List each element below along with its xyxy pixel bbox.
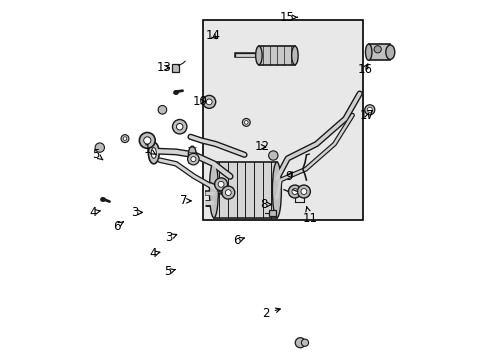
Bar bbox=[203, 20, 363, 220]
Circle shape bbox=[288, 185, 301, 198]
Text: 17: 17 bbox=[359, 109, 374, 122]
Circle shape bbox=[373, 46, 381, 53]
Text: 1: 1 bbox=[143, 143, 156, 156]
Bar bbox=[258, 46, 294, 65]
Text: 6: 6 bbox=[233, 234, 244, 247]
Circle shape bbox=[244, 121, 247, 124]
Text: 6: 6 bbox=[113, 220, 123, 233]
Text: 14: 14 bbox=[205, 29, 220, 42]
Text: 12: 12 bbox=[254, 140, 269, 153]
Circle shape bbox=[203, 95, 215, 108]
Text: 4: 4 bbox=[89, 206, 100, 219]
Text: 5: 5 bbox=[164, 265, 175, 278]
Bar bbox=[213, 162, 276, 218]
Text: 9: 9 bbox=[285, 170, 293, 183]
Circle shape bbox=[187, 153, 199, 165]
Text: 4: 4 bbox=[149, 247, 160, 260]
Text: 3: 3 bbox=[165, 231, 176, 244]
Text: 7: 7 bbox=[179, 194, 191, 207]
Circle shape bbox=[158, 105, 166, 114]
Circle shape bbox=[366, 107, 371, 112]
Circle shape bbox=[291, 189, 297, 194]
Ellipse shape bbox=[365, 44, 371, 60]
Text: 13: 13 bbox=[157, 61, 172, 74]
Circle shape bbox=[268, 151, 277, 160]
Circle shape bbox=[364, 105, 374, 115]
Circle shape bbox=[214, 178, 227, 191]
Text: 15: 15 bbox=[279, 11, 297, 24]
Text: 16: 16 bbox=[357, 63, 372, 76]
Circle shape bbox=[206, 99, 212, 105]
Ellipse shape bbox=[148, 142, 159, 164]
Ellipse shape bbox=[151, 148, 156, 158]
Circle shape bbox=[190, 157, 196, 162]
Bar bbox=[268, 210, 276, 216]
Circle shape bbox=[139, 132, 155, 148]
Ellipse shape bbox=[272, 162, 281, 218]
Text: 5: 5 bbox=[92, 148, 102, 161]
Circle shape bbox=[295, 338, 305, 348]
Ellipse shape bbox=[255, 46, 262, 65]
Circle shape bbox=[242, 118, 250, 126]
Ellipse shape bbox=[188, 146, 196, 163]
Text: 10: 10 bbox=[193, 95, 207, 108]
Bar bbox=[172, 64, 178, 72]
Circle shape bbox=[301, 189, 306, 194]
Circle shape bbox=[95, 143, 104, 152]
Circle shape bbox=[123, 137, 126, 140]
Circle shape bbox=[172, 120, 186, 134]
Circle shape bbox=[301, 339, 308, 346]
Text: 11: 11 bbox=[302, 207, 317, 225]
Circle shape bbox=[176, 123, 183, 130]
Bar bbox=[368, 44, 389, 60]
Text: 3: 3 bbox=[131, 206, 142, 219]
Ellipse shape bbox=[209, 162, 218, 218]
Circle shape bbox=[121, 135, 129, 143]
Text: 2: 2 bbox=[262, 307, 280, 320]
Circle shape bbox=[297, 185, 310, 198]
Ellipse shape bbox=[291, 46, 298, 65]
Ellipse shape bbox=[385, 45, 394, 59]
Circle shape bbox=[222, 186, 234, 199]
Circle shape bbox=[225, 190, 231, 195]
Text: 8: 8 bbox=[260, 198, 271, 211]
Circle shape bbox=[218, 181, 224, 187]
Circle shape bbox=[143, 137, 151, 144]
